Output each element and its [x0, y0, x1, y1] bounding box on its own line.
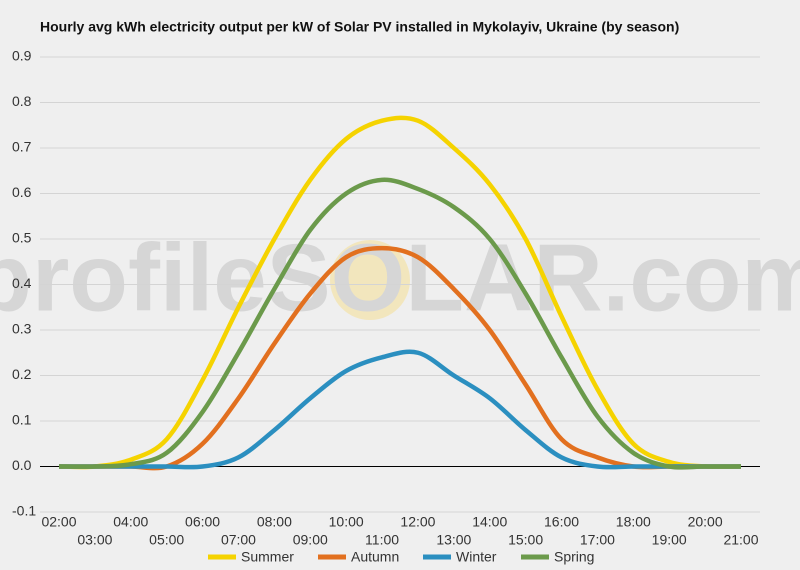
y-tick-label: 0.4: [12, 275, 32, 291]
x-tick-label: 08:00: [257, 514, 292, 530]
watermark-sun: [330, 240, 410, 320]
x-tick-label: 14:00: [472, 514, 507, 530]
y-tick-label: 0.6: [12, 184, 32, 200]
series-line: [59, 349, 741, 470]
y-tick-label: 0.0: [12, 457, 32, 473]
y-tick-label: -0.1: [12, 503, 36, 519]
y-tick-label: 0.8: [12, 93, 32, 109]
legend-label: Winter: [456, 549, 497, 565]
x-tick-label: 03:00: [77, 532, 112, 548]
x-tick-label: 05:00: [149, 532, 184, 548]
x-tick-label: 13:00: [436, 532, 471, 548]
x-tick-label: 19:00: [652, 532, 687, 548]
chart-title: Hourly avg kWh electricity output per kW…: [40, 19, 679, 35]
x-tick-label: 07:00: [221, 532, 256, 548]
y-tick-label: 0.2: [12, 366, 32, 382]
x-tick-label: 16:00: [544, 514, 579, 530]
legend-label: Autumn: [351, 549, 399, 565]
x-tick-label: 02:00: [41, 514, 76, 530]
series-line: [58, 115, 742, 470]
x-tick-label: 12:00: [400, 514, 435, 530]
x-tick-label: 06:00: [185, 514, 220, 530]
y-tick-label: 0.1: [12, 412, 32, 428]
x-tick-label: 17:00: [580, 532, 615, 548]
x-tick-label: 21:00: [723, 532, 758, 548]
x-tick-label: 09:00: [293, 532, 328, 548]
x-tick-label: 20:00: [688, 514, 723, 530]
series-line: [58, 177, 741, 470]
x-tick-label: 15:00: [508, 532, 543, 548]
y-tick-label: 0.9: [12, 48, 32, 64]
x-tick-label: 10:00: [329, 514, 364, 530]
y-tick-label: 0.3: [12, 321, 32, 337]
y-tick-label: 0.7: [12, 139, 32, 155]
legend-label: Summer: [241, 549, 294, 565]
watermark: profileSOLAR.com: [0, 224, 800, 331]
x-tick-label: 18:00: [616, 514, 651, 530]
x-tick-label: 11:00: [365, 532, 399, 548]
legend-label: Spring: [554, 549, 594, 565]
x-tick-label: 04:00: [113, 514, 148, 530]
y-tick-label: 0.5: [12, 230, 32, 246]
